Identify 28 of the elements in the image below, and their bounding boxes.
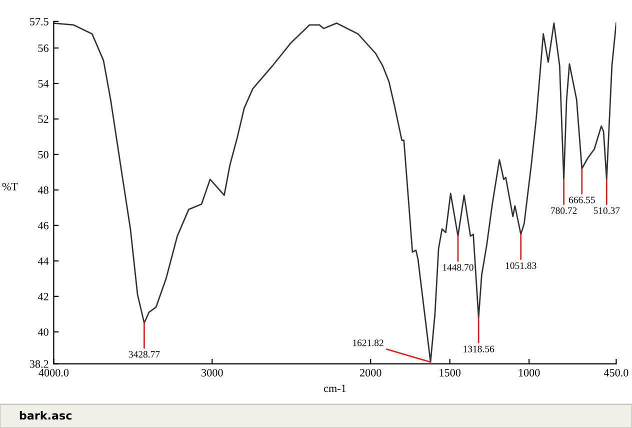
- y-tick-label: 44: [38, 257, 49, 265]
- annotation: 1051.83: [506, 262, 536, 269]
- annotation: 1318.56: [464, 346, 494, 352]
- y-tick-label: 42: [38, 292, 48, 300]
- y-tick-label: 56: [38, 44, 49, 52]
- annotation: 780.72: [551, 207, 577, 214]
- annotation: 510.37: [594, 207, 620, 214]
- x-tick-label: 2000: [360, 368, 382, 376]
- x-tick-label: 1500: [440, 368, 461, 376]
- y-tick-label: 46: [38, 222, 49, 230]
- y-tick-label: 54: [38, 80, 49, 88]
- text: bark.asc: [20, 411, 72, 420]
- y-tick-label: 38.2: [30, 360, 48, 368]
- y-axis-title: %T: [2, 182, 18, 190]
- y-tick-label: 48: [38, 186, 48, 194]
- y-tick-label: 57.5: [30, 18, 48, 26]
- annotation: 3428.77: [128, 351, 160, 358]
- x-tick-label: 450.0: [604, 368, 628, 377]
- annotation: 1448.70: [443, 264, 474, 271]
- x-tick-label: 1000: [518, 368, 540, 376]
- x-axis-title: cm-1: [324, 384, 346, 392]
- x-tick-label: 4000.0: [38, 368, 69, 377]
- annotation: 1621.82: [353, 340, 384, 346]
- y-tick-label: 50: [38, 150, 48, 158]
- x-tick-label: 3000: [202, 368, 223, 376]
- y-tick-label: 40: [38, 328, 48, 336]
- y-tick-label: 52: [38, 115, 48, 123]
- annotation: 666.55: [568, 196, 595, 204]
